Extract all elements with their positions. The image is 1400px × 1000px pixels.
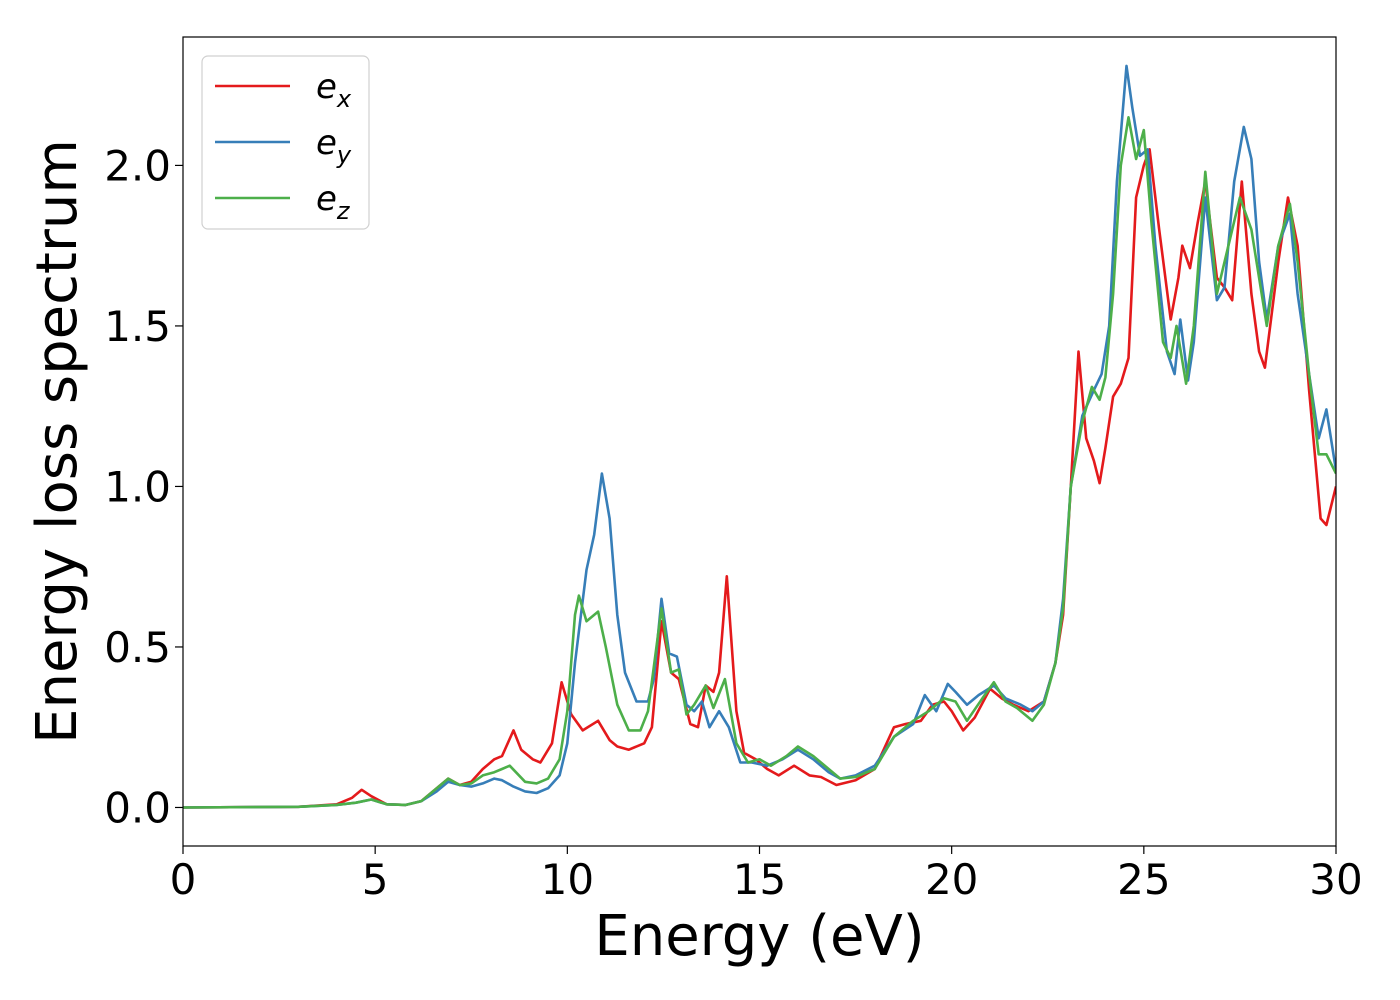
y-tick-label: 0.5: [104, 623, 171, 672]
x-tick-label: 25: [1117, 855, 1170, 904]
y-axis-ticks: 0.0 0.5 1.0 1.5 2.0: [104, 141, 183, 832]
x-tick-label: 20: [925, 855, 978, 904]
legend-label: ex: [316, 67, 352, 113]
legend-label-subscript: z: [336, 197, 351, 225]
y-axis-title: Energy loss spectrum: [25, 139, 90, 744]
legend-label: ey: [316, 123, 352, 169]
series-line-e-z: [183, 116, 1336, 809]
y-tick-label: 1.5: [104, 302, 171, 351]
legend-label-subscript: y: [336, 141, 352, 169]
x-axis-title: Energy (eV): [594, 904, 924, 969]
x-tick-label: 30: [1309, 855, 1362, 904]
series-line-e-x: [183, 148, 1336, 809]
x-tick-label: 15: [733, 855, 786, 904]
y-tick-label: 1.0: [104, 462, 171, 511]
x-tick-label: 0: [170, 855, 197, 904]
x-tick-label: 5: [362, 855, 389, 904]
y-tick-label: 0.0: [104, 783, 171, 832]
x-tick-label: 10: [541, 855, 594, 904]
legend-label-subscript: x: [336, 85, 352, 113]
x-axis-ticks: 0 5 10 15 20 25 30: [170, 846, 1363, 904]
series-layer: [183, 64, 1336, 809]
y-tick-label: 2.0: [104, 141, 171, 190]
